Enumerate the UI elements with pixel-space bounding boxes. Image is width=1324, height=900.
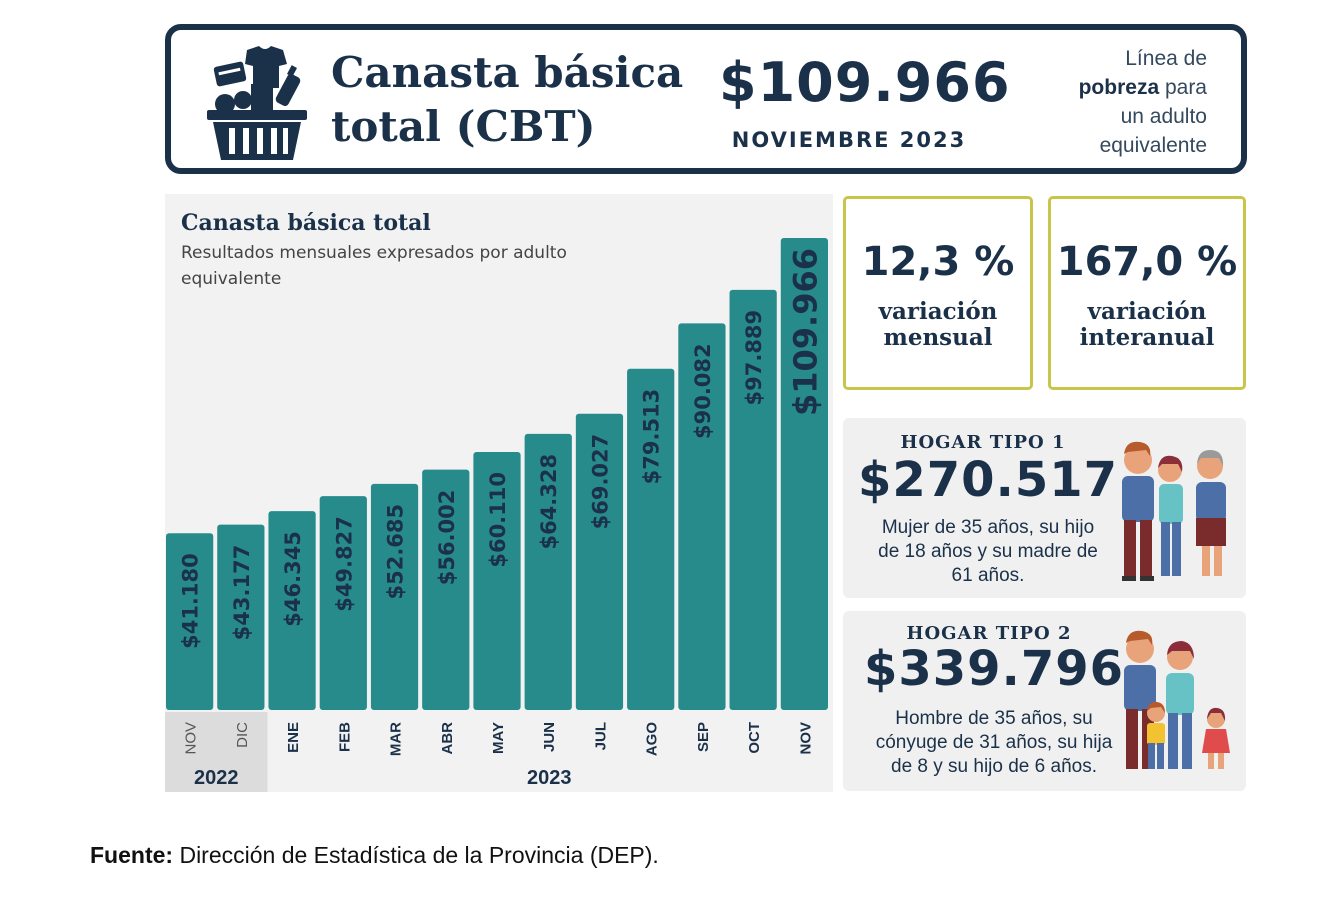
bar-value-label: $97.889 [742,310,766,406]
title-line-1: Canasta básica [331,48,684,97]
page-title: Canasta básica total (CBT) [331,46,691,154]
household-desc-line-3: 61 años. [951,565,1025,586]
household-desc-line-3: de 8 y su hijo de 6 años. [891,756,1097,777]
source-label: Fuente: [90,842,174,868]
household-amount: $270.517 [857,452,1119,508]
bar-chart: 2022 2023 $41.180 NOV $43.177 DIC $46.345 ENE $4… [165,238,831,792]
stat-label: variación mensual [846,299,1030,351]
title-line-2: total (CBT) [331,102,596,151]
household-desc-line-1: Hombre de 35 años, su [895,708,1093,729]
stat-label-line-1: variación [1087,298,1207,325]
year-band [267,712,831,792]
month-tick-label: NOV [797,722,814,755]
month-tick-label: AGO [644,722,661,757]
bar-value-label: $52.685 [384,504,408,600]
stat-yearly-variation: 167,0 % variación interanual [1048,196,1246,390]
chart-subtitle: Resultados mensuales expresados por adul… [181,243,567,289]
year-band [165,712,268,792]
household-desc-line-2: cónyuge de 31 años, su hija [875,732,1113,753]
source-note: Fuente: Dirección de Estadística de la P… [90,842,659,869]
shopping-basket-icon [207,46,307,160]
chart-panel: 2022 2023 $41.180 NOV $43.177 DIC $46.345 ENE $4… [165,194,833,792]
month-tick-label: ENE [285,722,302,753]
bar [729,289,777,710]
month-tick-label: MAR [388,722,405,756]
household-title: HOGAR TIPO 1 [900,432,1066,453]
bar [166,533,214,710]
household-description: Mujer de 35 años, su hijo de 18 años y s… [843,516,1133,588]
desc-line-3: un adulto [1120,105,1207,128]
family-three-adults-icon [1122,441,1226,581]
bar [524,433,572,710]
household-card-2: HOGAR TIPO 2 $339.796 Hombre de 35 años,… [843,611,1246,791]
stat-label: variación interanual [1051,299,1243,351]
bar [319,496,367,710]
month-tick-label: NOV [183,722,200,755]
stat-label-line-2: interanual [1079,324,1215,351]
month-tick-label: OCT [746,722,763,754]
household-description: Hombre de 35 años, su cónyuge de 31 años… [849,707,1139,779]
household-title: HOGAR TIPO 2 [906,623,1072,644]
bar-value-label: $43.177 [230,545,254,641]
bar [627,368,675,710]
headline-amount: $109.966 [719,51,1011,114]
stat-label-line-1: variación [878,298,998,325]
month-tick-label: DIC [234,722,251,748]
bar [268,511,316,710]
bar-value-label: $56.002 [435,490,459,586]
desc-line-1: Línea de [1125,47,1207,70]
month-tick-label: JUN [541,722,558,752]
desc-line-2: pobreza para [1007,73,1207,102]
bar-value-label: $64.328 [537,454,561,550]
stat-monthly-variation: 12,3 % variación mensual [843,196,1033,390]
desc-line-4: equivalente [1099,134,1207,157]
year-label: 2022 [194,767,239,789]
family-two-adults-two-children-icon [1124,630,1230,769]
bar [217,524,265,710]
bar-value-label: $69.027 [588,434,612,530]
stat-label-line-2: mensual [883,324,993,351]
month-tick-label: ABR [439,722,456,755]
bar [422,469,470,710]
year-label: 2023 [527,767,572,789]
headline-period: NOVIEMBRE 2023 [731,128,967,152]
bar [473,451,521,710]
household-desc-line-1: Mujer de 35 años, su hijo [881,517,1095,538]
desc-bold: pobreza [1078,76,1160,99]
bar [780,238,828,710]
stat-value: 12,3 % [861,239,1015,285]
bar-value-label: $46.345 [281,531,305,627]
month-tick-label: FEB [336,722,353,752]
chart-title: Canasta básica total [181,210,431,236]
headline-description: Línea de pobreza para un adulto equivale… [1007,44,1207,160]
stat-value: 167,0 % [1056,239,1238,285]
month-tick-label: SEP [695,722,712,752]
bar-value-label: $90.082 [691,343,715,439]
bar-value-label: $41.180 [179,553,203,649]
bar [370,483,419,710]
household-card-1: HOGAR TIPO 1 $270.517 Mujer de 35 años, … [843,418,1246,598]
bar-value-label: $79.513 [640,389,664,485]
desc-line-2-rest: para [1159,76,1207,99]
bar [575,413,624,710]
bar [678,323,726,710]
month-tick-label: JUL [592,722,609,750]
source-text: Dirección de Estadística de la Provincia… [173,842,659,868]
header-banner: Canasta básica total (CBT) $109.966 NOVI… [165,24,1247,174]
month-tick-label: MAY [490,722,507,754]
bar-value-label: $49.827 [332,516,356,612]
household-amount: $339.796 [863,641,1125,697]
bar-value-label: $60.110 [486,472,510,568]
bar-value-label: $109.966 [786,248,824,416]
household-desc-line-2: de 18 años y su madre de [878,541,1098,562]
